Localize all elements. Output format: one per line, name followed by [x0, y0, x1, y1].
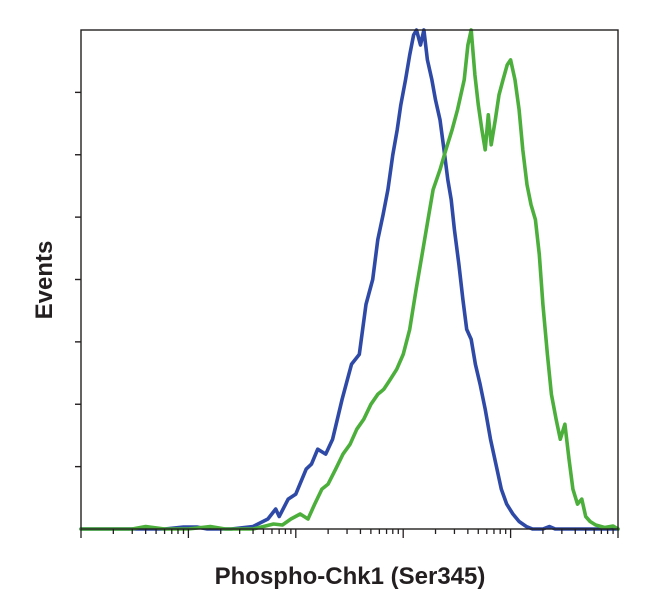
histogram-traces [79, 28, 620, 531]
x-axis-ticks [80, 529, 619, 538]
histogram-trace-2 [79, 28, 620, 531]
y-axis-ticks [75, 91, 81, 468]
histogram-trace-1 [79, 28, 620, 531]
x-axis-label: Phospho-Chk1 (Ser345) [215, 563, 486, 590]
y-axis-label: Events [31, 241, 58, 320]
plot-frame [80, 29, 619, 530]
